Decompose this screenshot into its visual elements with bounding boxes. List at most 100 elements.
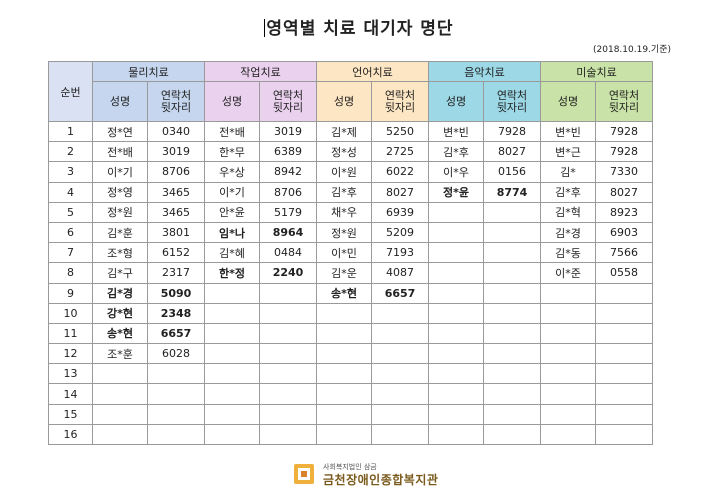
cell-contact-occupational <box>259 322 317 345</box>
cell-contact-speech <box>371 302 429 324</box>
cell-contact-occupational <box>259 423 317 446</box>
subheader-contact-line1: 연락처 <box>384 88 416 102</box>
waitlist-table: 순번 물리치료 작업치료 언어치료 음악치료 미술치료 성명 연락처 뒷자리 성명 연락… <box>48 61 653 446</box>
cell-contact-art <box>595 403 653 425</box>
table-row: 12 조*훈 6028 <box>48 343 653 365</box>
cell-name-art: 김*동 <box>540 242 596 264</box>
cell-name-occupational: 우*상 <box>204 161 260 183</box>
row-number: 16 <box>48 423 93 446</box>
page-title-text: 영역별 치료 대기자 명단 <box>266 19 454 39</box>
cell-contact-speech: 7193 <box>371 242 429 264</box>
cell-contact-music <box>483 423 541 446</box>
cell-name-art: 변*근 <box>540 141 596 163</box>
cell-contact-music <box>483 262 541 284</box>
cell-contact-occupational: 0484 <box>259 242 317 264</box>
cell-name-occupational: 안*윤 <box>204 201 260 223</box>
cell-name-occupational <box>204 322 260 345</box>
group-header-occupational: 작업치료 <box>204 61 317 82</box>
cell-contact-music: 7928 <box>483 120 541 143</box>
cell-contact-speech: 6939 <box>371 201 429 223</box>
cell-contact-speech <box>371 363 429 385</box>
cell-contact-art <box>595 383 653 405</box>
cell-contact-speech: 2725 <box>371 141 429 163</box>
cell-contact-art <box>595 363 653 385</box>
cell-name-physical: 강*현 <box>92 302 148 324</box>
table-row: 5 정*원 3465 안*윤 5179 채*우 6939 김*혁 8923 <box>48 201 653 223</box>
cell-name-speech: 김*제 <box>316 120 372 143</box>
cell-name-art <box>540 403 596 425</box>
cell-contact-physical: 0340 <box>147 120 205 143</box>
cell-contact-music <box>483 343 541 365</box>
cell-contact-occupational <box>259 363 317 385</box>
cell-contact-music <box>483 322 541 345</box>
cell-name-music <box>428 302 484 324</box>
cell-name-art <box>540 383 596 405</box>
cell-contact-physical <box>147 363 205 385</box>
cell-contact-music: 0156 <box>483 161 541 183</box>
cell-contact-occupational: 3019 <box>259 120 317 143</box>
cell-name-physical <box>92 403 148 425</box>
cell-name-speech: 송*현 <box>316 282 372 304</box>
cell-name-physical: 정*영 <box>92 181 148 203</box>
text-cursor <box>264 19 266 37</box>
cell-name-physical <box>92 383 148 405</box>
cell-name-music <box>428 423 484 446</box>
cell-contact-speech: 6657 <box>371 282 429 304</box>
cell-contact-music: 8774 <box>483 181 541 203</box>
cell-contact-occupational: 8942 <box>259 161 317 183</box>
cell-contact-art <box>595 322 653 345</box>
subheader-contact-occupational: 연락처 뒷자리 <box>259 81 317 122</box>
cell-contact-music: 8027 <box>483 141 541 163</box>
cell-contact-speech <box>371 423 429 446</box>
table-row: 7 조*형 6152 김*혜 0484 이*민 7193 김*동 7566 <box>48 242 653 264</box>
cell-name-art: 김*경 <box>540 221 596 244</box>
cell-name-music <box>428 403 484 425</box>
cell-contact-occupational <box>259 403 317 425</box>
cell-contact-music <box>483 242 541 264</box>
cell-name-speech: 정*원 <box>316 221 372 244</box>
cell-name-physical: 이*기 <box>92 161 148 183</box>
cell-contact-physical: 2348 <box>147 302 205 324</box>
table-row: 13 <box>48 363 653 385</box>
cell-name-speech: 이*민 <box>316 242 372 264</box>
cell-name-occupational: 한*정 <box>204 262 260 284</box>
cell-name-speech <box>316 383 372 405</box>
subheader-name-occupational: 성명 <box>204 81 260 122</box>
cell-contact-art <box>595 302 653 324</box>
row-number: 10 <box>48 302 93 324</box>
cell-name-occupational: 한*무 <box>204 141 260 163</box>
table-row: 15 <box>48 403 653 425</box>
table-row: 11 송*현 6657 <box>48 322 653 345</box>
cell-name-music <box>428 343 484 365</box>
cell-name-physical: 송*현 <box>92 322 148 345</box>
cell-contact-art: 8923 <box>595 201 653 223</box>
cell-name-speech: 정*성 <box>316 141 372 163</box>
subheader-contact-line1: 연락처 <box>608 88 640 102</box>
cell-contact-music <box>483 221 541 244</box>
table-row: 6 김*훈 3801 임*나 8964 정*원 5209 김*경 6903 <box>48 221 653 244</box>
cell-name-occupational <box>204 363 260 385</box>
row-number: 15 <box>48 403 93 425</box>
table-row: 9 김*경 5090 송*현 6657 <box>48 282 653 304</box>
cell-name-art: 김*혁 <box>540 201 596 223</box>
subheader-name-music: 성명 <box>428 81 484 122</box>
cell-contact-speech: 5250 <box>371 120 429 143</box>
cell-contact-music <box>483 201 541 223</box>
cell-name-speech: 이*원 <box>316 161 372 183</box>
cell-name-occupational <box>204 302 260 324</box>
cell-contact-art <box>595 343 653 365</box>
cell-name-physical: 정*연 <box>92 120 148 143</box>
cell-name-art <box>540 363 596 385</box>
cell-name-occupational <box>204 343 260 365</box>
table-row: 4 정*영 3465 이*기 8706 김*후 8027 정*윤 8774 김*후 8027 <box>48 181 653 203</box>
subheader-name-art: 성명 <box>540 81 596 122</box>
cell-contact-physical: 3019 <box>147 141 205 163</box>
cell-name-art: 변*빈 <box>540 120 596 143</box>
org-name: 금천장애인종합복지관 <box>323 473 439 487</box>
cell-contact-art <box>595 423 653 446</box>
row-number: 6 <box>48 221 93 244</box>
row-number: 14 <box>48 383 93 405</box>
cell-name-music: 정*윤 <box>428 181 484 203</box>
cell-contact-occupational: 8964 <box>259 221 317 244</box>
cell-name-occupational: 김*혜 <box>204 242 260 264</box>
